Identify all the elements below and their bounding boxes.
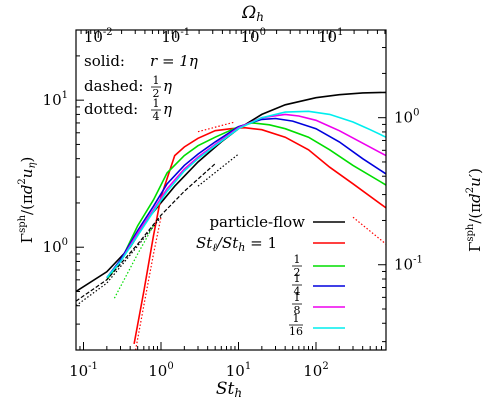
svg-text:1: 1 bbox=[293, 312, 300, 325]
svg-text:4: 4 bbox=[294, 285, 301, 298]
legend-frac-half: 1 2 bbox=[292, 253, 302, 279]
series-line-12 bbox=[352, 216, 386, 245]
x-tick-label-2: 101 bbox=[226, 361, 251, 380]
svg-text:1: 1 bbox=[294, 291, 301, 304]
annotation-dashed-num: 1 bbox=[153, 74, 160, 87]
annotation-dashed-key: dashed: bbox=[84, 77, 143, 95]
y-tick-label-0: 100 bbox=[43, 237, 68, 256]
series-line-1 bbox=[133, 126, 386, 345]
annotation-dotted-key: dotted: bbox=[84, 100, 138, 118]
series-line-7 bbox=[76, 216, 162, 307]
x-top-axis-label: Ωh bbox=[241, 3, 264, 24]
svg-text:1: 1 bbox=[294, 253, 301, 266]
legend: particle-flow Stℓ/Sth = 1 1 2 1 4 1 8 1 … bbox=[196, 213, 345, 338]
x-top-tick-label-3: 101 bbox=[318, 27, 343, 46]
svg-text:8: 8 bbox=[294, 304, 301, 317]
tick-marks bbox=[75, 29, 387, 351]
series-line-5 bbox=[106, 110, 386, 279]
legend-label-ratio: Stℓ/Sth = 1 bbox=[196, 234, 277, 254]
series-line-11 bbox=[197, 121, 236, 133]
series-line-4 bbox=[106, 113, 386, 279]
svg-text:Γsph/(πd2u′): Γsph/(πd2u′) bbox=[465, 168, 484, 252]
x-top-tick-label-0: 10-2 bbox=[84, 27, 113, 46]
annotation-dotted-sym: η bbox=[163, 100, 172, 118]
annotation-solid-value: r = 1η bbox=[150, 52, 198, 70]
x-tick-label-1: 100 bbox=[148, 361, 173, 380]
y-right-axis-label: Γsph/(πd2u′) bbox=[465, 168, 484, 252]
series-line-9 bbox=[113, 225, 155, 299]
y-right-tick-label-0: 10-1 bbox=[394, 255, 423, 274]
series-lines bbox=[76, 91, 386, 350]
y-left-axis-label: Γsph/(πd2uη) bbox=[17, 157, 38, 244]
annotation-dashed-den: 2 bbox=[153, 87, 160, 100]
svg-text:16: 16 bbox=[289, 325, 303, 338]
series-line-6 bbox=[76, 163, 216, 302]
annotation-dotted-num: 1 bbox=[153, 97, 160, 110]
annotation-dotted-den: 4 bbox=[153, 110, 160, 123]
svg-text:Ωh: Ωh bbox=[241, 3, 264, 24]
svg-text:2: 2 bbox=[294, 266, 301, 279]
svg-text:1: 1 bbox=[294, 272, 301, 285]
legend-frac-sixteenth: 1 16 bbox=[289, 312, 303, 338]
svg-text:Γsph/(πd2uη): Γsph/(πd2uη) bbox=[17, 157, 38, 244]
x-tick-label-0: 10-1 bbox=[69, 361, 98, 380]
x-top-tick-label-1: 10-1 bbox=[161, 27, 190, 46]
series-line-8 bbox=[197, 153, 239, 187]
annotation-solid-key: solid: bbox=[84, 52, 125, 70]
annotation-dashed-sym: η bbox=[163, 77, 172, 95]
x-axis-label: Sth bbox=[216, 379, 242, 400]
svg-text:Stℓ/Sth = 1: Stℓ/Sth = 1 bbox=[196, 234, 277, 254]
style-annotation: solid: r = 1η dashed: 1 2 η dotted: 1 4 … bbox=[84, 52, 198, 123]
legend-frac-quarter: 1 4 bbox=[292, 272, 302, 298]
svg-text:Sth: Sth bbox=[216, 379, 242, 400]
legend-frac-eighth: 1 8 bbox=[292, 291, 302, 317]
y-tick-label-1: 101 bbox=[43, 90, 68, 109]
series-line-10 bbox=[135, 217, 162, 350]
series-line-3 bbox=[106, 117, 386, 279]
series-line-2 bbox=[106, 122, 386, 281]
x-tick-label-3: 102 bbox=[303, 361, 328, 380]
x-top-tick-label-2: 100 bbox=[241, 27, 266, 46]
legend-label-particle-flow: particle-flow bbox=[209, 213, 305, 231]
y-right-tick-label-1: 100 bbox=[394, 108, 419, 127]
